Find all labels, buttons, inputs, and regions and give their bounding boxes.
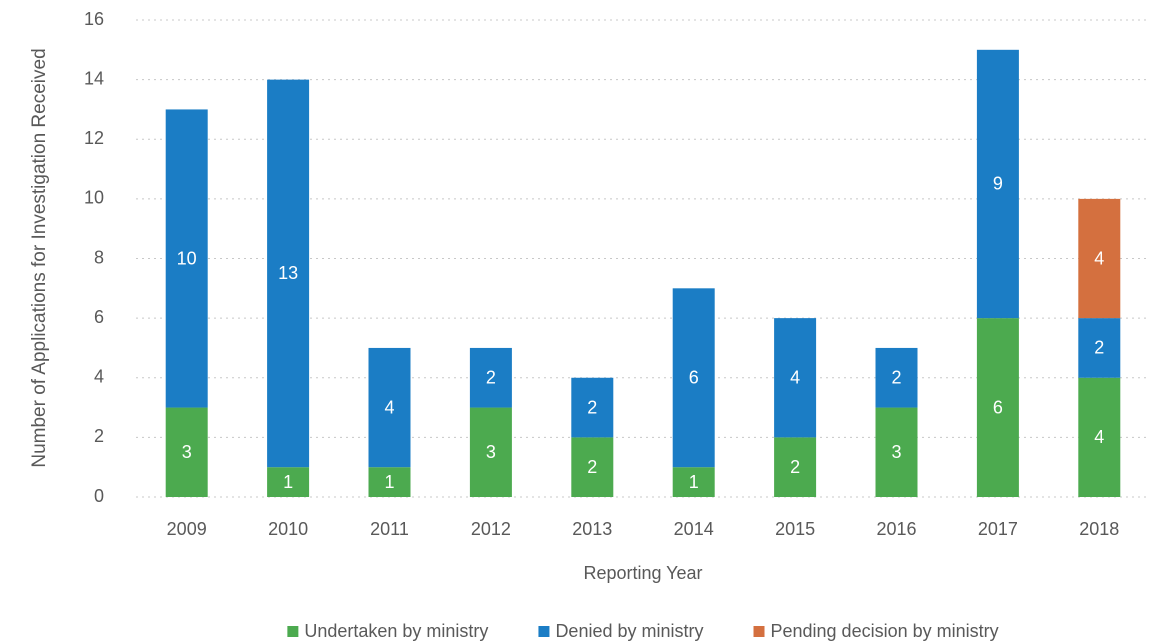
bar-segment [267, 467, 310, 497]
x-tick-label: 2016 [876, 519, 916, 539]
data-label: 10 [177, 248, 197, 268]
bar-segment [774, 318, 817, 438]
bar-segment [976, 49, 1019, 319]
data-label: 9 [993, 174, 1003, 194]
x-tick-label: 2014 [674, 519, 714, 539]
legend-label: Denied by ministry [555, 621, 703, 641]
x-axis-title: Reporting Year [583, 563, 702, 583]
bar-segment [368, 347, 411, 468]
data-label: 4 [1094, 427, 1104, 447]
data-label: 2 [1094, 338, 1104, 358]
y-tick-label: 16 [84, 9, 104, 29]
bar-segment [368, 467, 411, 497]
y-tick-label: 14 [84, 68, 104, 88]
bar-segment [672, 467, 715, 497]
data-label: 4 [1094, 248, 1104, 268]
legend-swatch [538, 626, 550, 637]
legend-label: Pending decision by ministry [771, 621, 999, 641]
bar-segment [1078, 318, 1121, 378]
x-tick-label: 2012 [471, 519, 511, 539]
legend-swatch [287, 626, 299, 637]
bar-segment [1078, 198, 1121, 319]
y-tick-label: 0 [94, 486, 104, 506]
y-tick-label: 6 [94, 307, 104, 327]
data-label: 6 [993, 397, 1003, 417]
bar-segment [875, 347, 918, 408]
data-label: 3 [486, 442, 496, 462]
x-tick-label: 2017 [978, 519, 1018, 539]
data-label: 4 [790, 368, 800, 388]
bar-segment [976, 318, 1019, 497]
bar-segment [1078, 377, 1121, 497]
data-label: 1 [283, 472, 293, 492]
data-label: 2 [790, 457, 800, 477]
x-tick-label: 2010 [268, 519, 308, 539]
data-label: 13 [278, 263, 298, 283]
legend-swatch [753, 626, 765, 637]
y-tick-label: 4 [94, 367, 104, 387]
bar-segment [875, 407, 918, 497]
legend-label: Undertaken by ministry [304, 621, 488, 641]
x-tick-label: 2011 [370, 519, 409, 539]
y-tick-label: 10 [84, 188, 104, 208]
data-label: 2 [486, 368, 496, 388]
bar-segment [469, 347, 512, 408]
y-axis-title: Number of Applications for Investigation… [29, 48, 50, 468]
x-tick-label: 2018 [1079, 519, 1119, 539]
bar-segment [165, 407, 208, 497]
bar-segment [165, 109, 208, 408]
data-label: 3 [891, 442, 901, 462]
x-tick-label: 2015 [775, 519, 815, 539]
data-label: 1 [689, 472, 699, 492]
data-label: 2 [587, 457, 597, 477]
data-label: 2 [891, 368, 901, 388]
data-label: 2 [587, 397, 597, 417]
bar-segment [672, 288, 715, 468]
y-tick-label: 2 [94, 426, 104, 446]
y-tick-label: 8 [94, 247, 104, 267]
data-label: 1 [384, 472, 394, 492]
x-tick-label: 2013 [572, 519, 612, 539]
y-tick-label: 12 [84, 128, 104, 148]
bar-segment [774, 437, 817, 497]
data-label: 6 [689, 368, 699, 388]
bar-segment [571, 377, 614, 438]
bar-segment [267, 79, 310, 468]
data-label: 3 [182, 442, 192, 462]
bar-segment [571, 437, 614, 497]
bar-segment [469, 407, 512, 497]
x-tick-label: 2009 [167, 519, 207, 539]
data-label: 4 [384, 397, 394, 417]
